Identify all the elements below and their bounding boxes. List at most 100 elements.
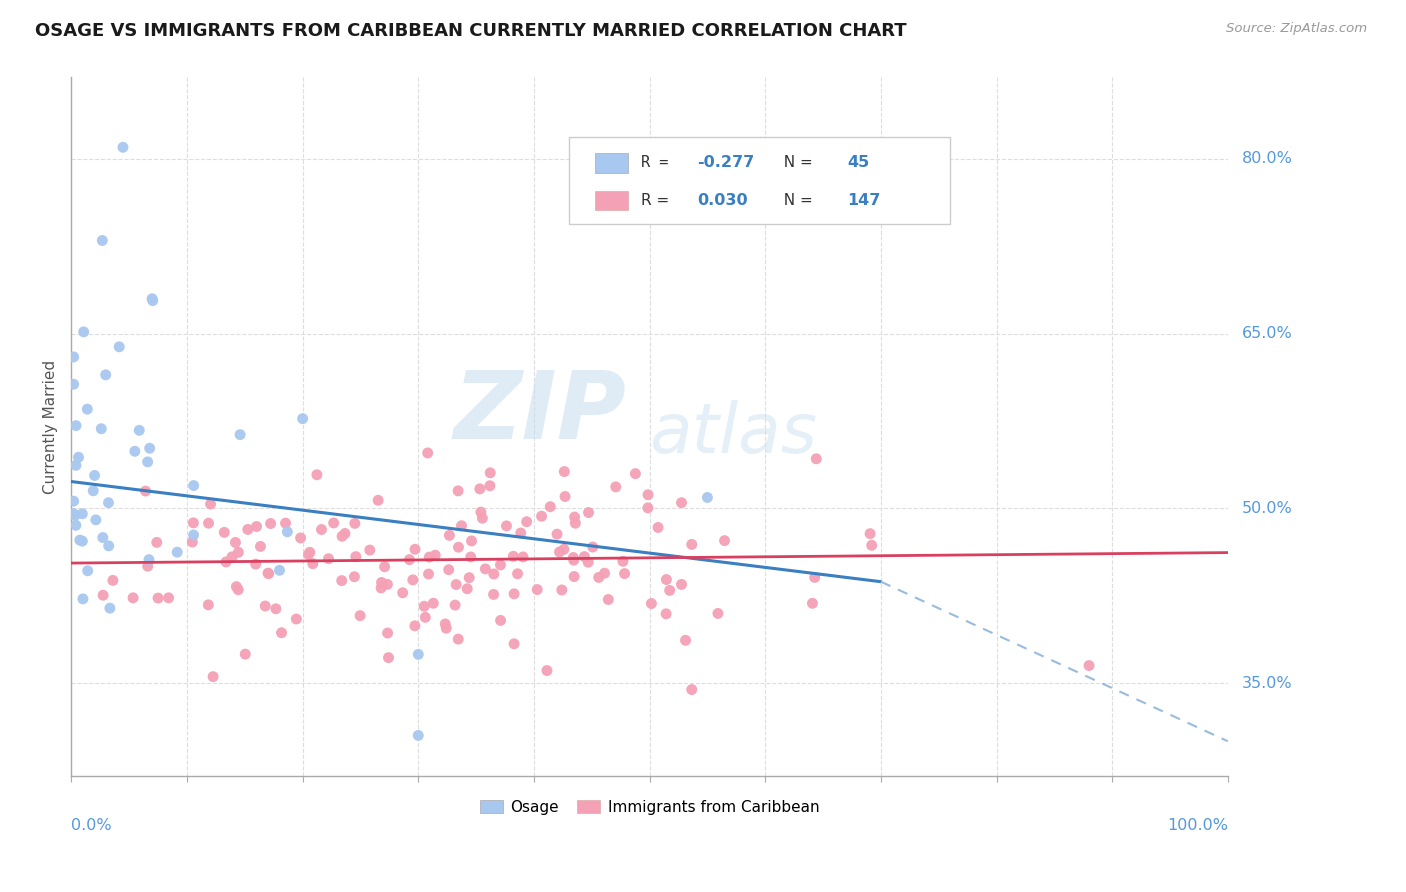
Point (548, 545, 571, 559)
Point (97, 496, 120, 510)
Point (538, 500, 561, 514)
Point (512, 549, 534, 564)
Point (62, 494, 84, 508)
Point (274, 516, 297, 530)
Point (142, 293, 165, 308)
Point (224, 535, 246, 549)
Point (640, 597, 662, 611)
Text: ZIP: ZIP (454, 367, 627, 458)
Text: 147: 147 (848, 193, 880, 208)
Y-axis label: Currently Married: Currently Married (44, 359, 58, 494)
Point (181, 535, 204, 549)
Point (108, 340, 131, 354)
Legend: Osage, Immigrants from Caribbean: Osage, Immigrants from Caribbean (474, 794, 825, 821)
Point (495, 519, 517, 533)
Point (474, 562, 496, 576)
Point (506, 566, 529, 581)
Text: R =: R = (641, 193, 675, 208)
Point (62, 350, 84, 364)
Point (259, 516, 281, 531)
Point (554, 490, 576, 504)
Point (249, 540, 271, 554)
Point (460, 549, 482, 564)
FancyBboxPatch shape (568, 136, 950, 224)
Point (82, 483, 104, 498)
Point (200, 497, 222, 511)
Point (65, 418, 87, 433)
Point (94, 368, 117, 382)
Point (637, 488, 659, 502)
Point (489, 558, 512, 572)
Point (551, 582, 574, 597)
Point (367, 493, 389, 508)
FancyBboxPatch shape (595, 153, 627, 173)
Point (377, 650, 399, 665)
Point (450, 518, 472, 533)
Point (146, 535, 169, 549)
Point (370, 581, 392, 595)
Point (229, 427, 252, 442)
Point (681, 682, 703, 697)
Point (574, 549, 596, 564)
Point (377, 577, 399, 591)
Point (270, 625, 292, 640)
Text: 80.0%: 80.0% (1241, 152, 1292, 167)
Point (434, 617, 457, 632)
Point (470, 505, 492, 519)
Point (257, 566, 280, 581)
Point (707, 607, 730, 621)
Point (330, 529, 353, 543)
Text: 0.0%: 0.0% (72, 818, 112, 833)
Point (225, 580, 247, 594)
Text: N =: N = (775, 193, 818, 208)
Point (370, 575, 392, 590)
Point (553, 542, 575, 557)
Point (503, 637, 526, 651)
Point (612, 554, 634, 568)
Point (285, 612, 308, 626)
Point (444, 598, 467, 612)
Point (588, 570, 610, 584)
Point (655, 573, 678, 587)
Text: 100.0%: 100.0% (1167, 818, 1227, 833)
Point (138, 552, 160, 566)
Text: 0.030: 0.030 (697, 193, 748, 208)
Point (90, 422, 112, 436)
Point (418, 550, 440, 565)
Point (671, 577, 693, 591)
Point (458, 571, 481, 585)
Point (647, 520, 669, 534)
Point (111, 140, 134, 154)
Point (236, 523, 259, 537)
Point (546, 527, 568, 541)
Point (330, 574, 353, 588)
Point (305, 467, 328, 482)
Point (406, 648, 429, 662)
Point (301, 557, 323, 571)
Point (91, 531, 114, 545)
Text: N =: N = (775, 155, 818, 170)
Point (91, 234, 114, 248)
Point (257, 566, 280, 581)
Point (311, 523, 333, 537)
Point (447, 632, 470, 647)
Point (374, 559, 396, 574)
Point (124, 444, 146, 458)
Point (434, 621, 457, 635)
Point (221, 549, 243, 564)
Point (62, 507, 84, 521)
Point (437, 563, 460, 577)
Point (503, 587, 526, 601)
Point (564, 516, 586, 531)
Text: 65.0%: 65.0% (1241, 326, 1292, 341)
Point (233, 647, 256, 661)
Point (582, 540, 605, 554)
Point (65, 458, 87, 473)
Point (343, 570, 366, 584)
Point (377, 626, 399, 640)
Point (478, 479, 501, 493)
Point (605, 480, 627, 494)
Point (418, 567, 440, 582)
Point (482, 587, 505, 601)
Point (245, 557, 267, 571)
